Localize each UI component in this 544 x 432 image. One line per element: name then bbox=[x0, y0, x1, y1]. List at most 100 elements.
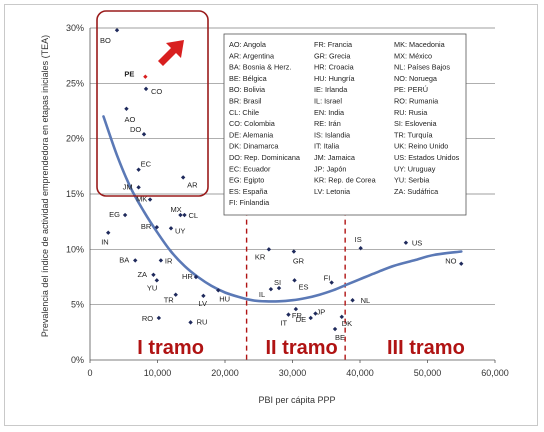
point-marker bbox=[182, 212, 187, 218]
point-marker bbox=[154, 225, 160, 230]
x-tick-label: 10,000 bbox=[144, 368, 172, 378]
point-marker bbox=[216, 288, 221, 293]
point-label: DE bbox=[296, 315, 306, 324]
point-label: MX bbox=[170, 205, 181, 214]
point-marker bbox=[332, 326, 338, 332]
point-label: IL bbox=[259, 290, 265, 299]
point-label: EC bbox=[141, 160, 152, 169]
x-tick-label: 20,000 bbox=[211, 368, 239, 378]
point-marker bbox=[201, 293, 206, 299]
point-label: DK bbox=[342, 319, 352, 328]
legend-entry: UK: Reino Unido bbox=[394, 142, 448, 151]
point-marker bbox=[178, 212, 183, 218]
legend-entry: CL: Chile bbox=[229, 108, 259, 117]
point-label: RU bbox=[197, 317, 208, 326]
legend-entry: FI: Finlandia bbox=[229, 198, 270, 207]
legend-entry: BR: Brasil bbox=[229, 97, 262, 106]
point-marker bbox=[106, 230, 111, 235]
point-label: IT bbox=[280, 319, 287, 328]
legend-entry: RO: Rumania bbox=[394, 97, 439, 106]
point-marker bbox=[266, 247, 272, 252]
point-label: JM bbox=[123, 182, 133, 191]
segment-labels: I tramo II tramo III tramo bbox=[137, 337, 465, 359]
legend-entry: HR: Croacia bbox=[314, 63, 355, 72]
point-marker bbox=[124, 106, 129, 111]
legend-box bbox=[223, 33, 467, 216]
legend-entry: DK: Dinamarca bbox=[229, 142, 279, 151]
legend-entry: IL: Israel bbox=[314, 97, 342, 106]
point-marker bbox=[308, 315, 313, 321]
legend-entry: AO: Angola bbox=[229, 40, 267, 49]
point-marker bbox=[158, 258, 164, 263]
point-marker bbox=[350, 298, 355, 303]
y-tick-label: 20% bbox=[66, 134, 84, 144]
point-label: NO bbox=[445, 257, 456, 266]
point-label: YU bbox=[147, 283, 157, 292]
legend-entry: EG: Egipto bbox=[229, 176, 264, 185]
point-label: JP bbox=[316, 308, 325, 317]
legend-entry: MX: México bbox=[394, 51, 432, 60]
point-label: IS bbox=[355, 235, 362, 244]
point-label: FR bbox=[292, 311, 303, 320]
x-tick-label: 0 bbox=[87, 368, 92, 378]
point-label: IR bbox=[165, 256, 173, 265]
legend: AO: Angola FR: Francia MK: Macedonia AR: Ar… bbox=[223, 33, 467, 216]
point-marker bbox=[291, 249, 297, 254]
point-marker bbox=[188, 320, 193, 325]
point-marker bbox=[173, 292, 178, 297]
y-tick-label: 5% bbox=[71, 300, 84, 310]
point-marker bbox=[286, 312, 291, 317]
point-label: CO bbox=[151, 87, 162, 96]
point-label: AO bbox=[124, 115, 135, 124]
legend-entry: NL: Países Bajos bbox=[394, 63, 450, 72]
point-marker bbox=[403, 240, 409, 245]
legend-entry: KR: Rep. de Corea bbox=[314, 176, 377, 185]
legend-entry: GR: Grecia bbox=[314, 51, 351, 60]
legend-entry: LV: Letonia bbox=[314, 187, 351, 196]
point-label: CL bbox=[189, 211, 199, 220]
x-tick-label: 60,000 bbox=[481, 368, 509, 378]
x-axis-title: PBI per cápita PPP bbox=[258, 395, 335, 405]
legend-entry: IE: Irlanda bbox=[314, 85, 348, 94]
legend-entry: EN: India bbox=[314, 108, 345, 117]
legend-entry: NO: Noruega bbox=[394, 74, 438, 83]
segment-label: III tramo bbox=[387, 337, 465, 359]
point-marker bbox=[168, 226, 174, 231]
point-marker bbox=[193, 274, 199, 280]
segment-label: II tramo bbox=[266, 337, 338, 359]
point-marker bbox=[276, 285, 282, 291]
legend-entry: EC: Ecuador bbox=[229, 164, 271, 173]
point-label: US bbox=[412, 239, 422, 248]
point-label: NL bbox=[361, 296, 371, 305]
x-tick-label: 50,000 bbox=[414, 368, 442, 378]
legend-entry: PE: PERÚ bbox=[394, 85, 428, 94]
legend-entry: JM: Jamaica bbox=[314, 153, 356, 162]
legend-entry: MK: Macedonia bbox=[394, 40, 446, 49]
legend-entry: YU: Serbia bbox=[394, 176, 430, 185]
point-marker bbox=[151, 272, 156, 277]
y-tick-label: 0% bbox=[71, 355, 84, 365]
point-label: SI bbox=[274, 278, 281, 287]
point-marker bbox=[133, 258, 138, 263]
point-label: FI bbox=[324, 274, 331, 283]
point-label: BO bbox=[100, 36, 111, 45]
legend-entry: DE: Alemania bbox=[229, 130, 274, 139]
point-label: EG bbox=[109, 210, 120, 219]
point-marker bbox=[114, 28, 120, 33]
point-label: TR bbox=[164, 296, 175, 305]
point-marker bbox=[339, 314, 344, 320]
point-label: AR bbox=[187, 180, 198, 189]
legend-entry: BA: Bosnia & Herz. bbox=[229, 63, 291, 72]
point-label: RO bbox=[142, 314, 153, 323]
legend-entry: TR: Turquía bbox=[394, 130, 433, 139]
highlight-rectangle bbox=[96, 10, 209, 197]
point-label: UY bbox=[175, 226, 185, 235]
legend-entry: RU: Rusia bbox=[394, 108, 428, 117]
point-marker bbox=[180, 175, 186, 180]
point-marker bbox=[141, 132, 147, 137]
point-marker bbox=[136, 185, 141, 190]
point-marker bbox=[156, 315, 162, 321]
x-tick-label: 40,000 bbox=[346, 368, 374, 378]
legend-entry: UY: Uruguay bbox=[394, 164, 436, 173]
